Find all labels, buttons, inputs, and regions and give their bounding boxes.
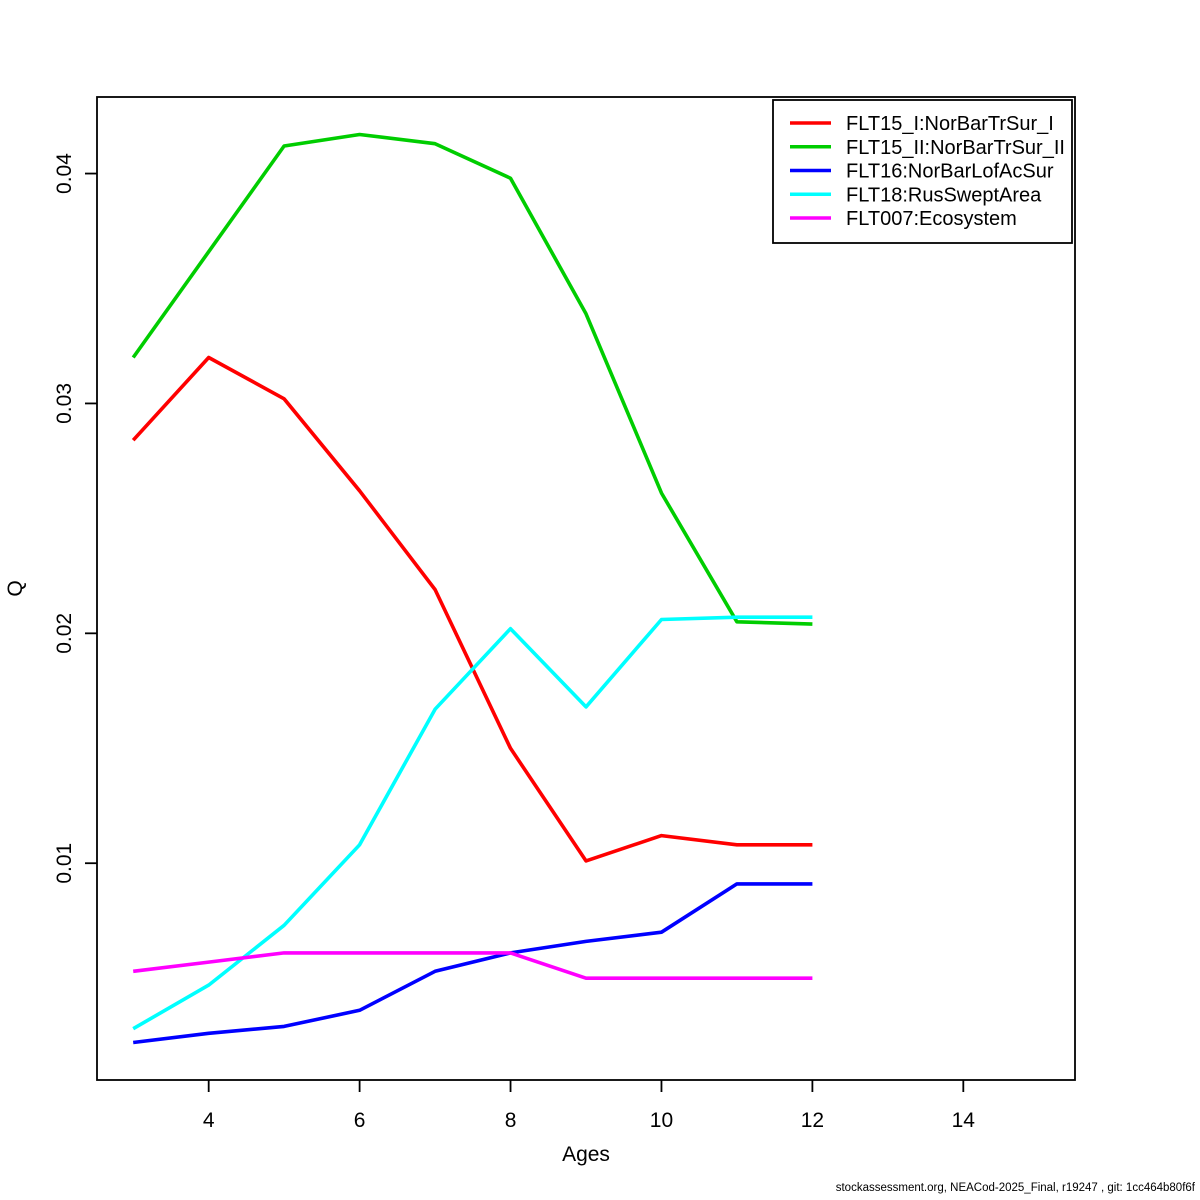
x-tick-label: 8 — [505, 1109, 517, 1132]
series-line-4 — [132, 615, 813, 1031]
y-tick-label: 0.03 — [53, 383, 76, 424]
x-axis-label: Ages — [562, 1143, 610, 1166]
plot-border — [96, 96, 1076, 1081]
y-tick-label: 0.02 — [53, 613, 76, 654]
series-line-5 — [132, 951, 813, 981]
series-line-1 — [131, 355, 813, 863]
footer-credit: stockassessment.org, NEACod-2025_Final, … — [835, 1182, 1195, 1194]
series-line-2 — [131, 132, 813, 626]
y-tick-label: 0.04 — [53, 153, 76, 194]
x-tick-label: 10 — [650, 1109, 673, 1132]
legend-label: FLT15_II:NorBarTrSur_II — [846, 137, 1065, 159]
series-line-3 — [132, 882, 813, 1045]
legend-label: FLT15_I:NorBarTrSur_I — [846, 113, 1054, 135]
y-tick-label: 0.01 — [53, 843, 76, 884]
legend-label: FLT16:NorBarLofAcSur — [846, 161, 1054, 183]
legend-label: FLT007:Ecosystem — [846, 208, 1017, 230]
x-tick-label: 6 — [354, 1109, 366, 1132]
legend-label: FLT18:RusSweptArea — [846, 184, 1042, 206]
x-tick-label: 4 — [203, 1109, 215, 1132]
x-tick-label: 12 — [801, 1109, 824, 1132]
y-axis-label: Q — [4, 580, 27, 596]
x-tick-label: 14 — [952, 1109, 976, 1132]
